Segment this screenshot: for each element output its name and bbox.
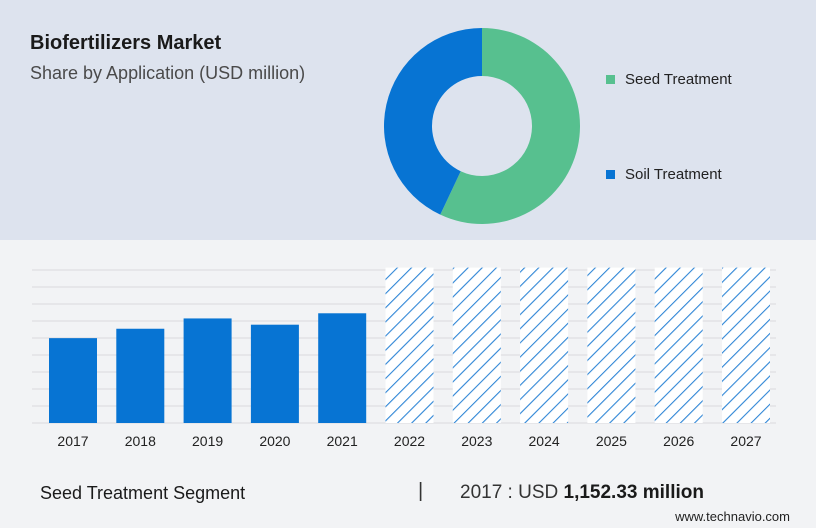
footer-value-amount: 1,152.33 million (563, 482, 704, 503)
bar-2017 (49, 338, 97, 423)
x-tick-label-2017: 2017 (57, 433, 88, 449)
bar-2022 (385, 267, 434, 423)
x-tick-label-2024: 2024 (529, 433, 560, 449)
legend-label-seed: Seed Treatment (625, 71, 732, 88)
legend-label-soil: Soil Treatment (625, 166, 722, 183)
bar-2020 (250, 324, 299, 423)
x-tick-label-2020: 2020 (259, 433, 290, 449)
donut-chart (384, 28, 580, 224)
bar-2024 (520, 267, 569, 423)
footer-value: 2017 : USD 1,152.33 million (460, 482, 704, 504)
legend-item-soil: Soil Treatment (606, 166, 722, 183)
bar-2025 (587, 267, 636, 423)
x-tick-label-2018: 2018 (125, 433, 156, 449)
bar-2026 (654, 267, 703, 423)
x-tick-label-2027: 2027 (730, 433, 761, 449)
bar-2021 (318, 313, 367, 423)
legend-item-seed: Seed Treatment (606, 71, 732, 88)
x-tick-label-2026: 2026 (663, 433, 694, 449)
chart-subtitle: Share by Application (USD million) (30, 63, 306, 83)
bar-2027 (722, 267, 770, 423)
donut-slice-seed (440, 28, 580, 224)
legend-swatch-seed (606, 75, 615, 84)
chart-title: Biofertilizers Market (30, 32, 222, 54)
x-tick-label-2021: 2021 (327, 433, 358, 449)
x-tick-label-2019: 2019 (192, 433, 223, 449)
x-tick-label-2023: 2023 (461, 433, 492, 449)
footer-separator: | (418, 480, 424, 502)
x-tick-label-2022: 2022 (394, 433, 425, 449)
bar-2019 (183, 318, 232, 423)
donut-slice-soil (384, 28, 482, 215)
bar-2023 (452, 267, 501, 423)
legend-swatch-soil (606, 170, 615, 179)
x-tick-label-2025: 2025 (596, 433, 627, 449)
bar-chart: 2017 2018 2019 2020 2021 2022 2023 2024 2025 2026… (32, 267, 776, 449)
footer-year-prefix: 2017 : USD (460, 482, 559, 503)
source-link[interactable]: www.technavio.com (675, 509, 790, 524)
bar-2018 (116, 328, 165, 423)
footer-segment-label: Seed Treatment Segment (40, 483, 246, 503)
